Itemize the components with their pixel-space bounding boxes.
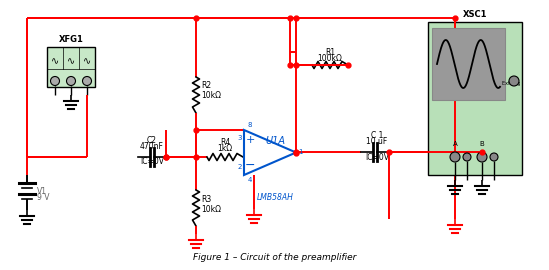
Text: 10kΩ: 10kΩ xyxy=(201,204,221,214)
Text: XFG1: XFG1 xyxy=(59,35,83,44)
Text: R4: R4 xyxy=(220,138,230,147)
Circle shape xyxy=(51,76,59,86)
Text: 8: 8 xyxy=(248,122,253,128)
Circle shape xyxy=(66,76,76,86)
Text: B: B xyxy=(480,141,484,147)
Text: 10 uF: 10 uF xyxy=(366,137,388,146)
Text: ∿: ∿ xyxy=(83,56,91,66)
Text: Ext Trig: Ext Trig xyxy=(502,81,520,86)
Text: ⊕: ⊕ xyxy=(68,76,75,86)
Text: 10kΩ: 10kΩ xyxy=(201,90,221,100)
Text: 470nF: 470nF xyxy=(140,142,164,151)
Bar xyxy=(432,28,505,100)
Text: 2: 2 xyxy=(238,164,242,170)
Text: R1: R1 xyxy=(325,48,335,57)
Circle shape xyxy=(477,152,487,162)
Bar xyxy=(47,47,95,87)
Circle shape xyxy=(490,153,498,161)
Text: ⊙: ⊙ xyxy=(52,76,59,86)
Text: +: + xyxy=(245,135,255,145)
Text: IC=0V: IC=0V xyxy=(365,153,389,162)
Text: C 1: C 1 xyxy=(371,131,383,140)
Circle shape xyxy=(450,152,460,162)
Text: IC=0V: IC=0V xyxy=(140,157,164,166)
Text: R3: R3 xyxy=(201,195,211,204)
Text: 1: 1 xyxy=(298,150,302,156)
Text: 3: 3 xyxy=(238,135,242,141)
Circle shape xyxy=(509,76,519,86)
Circle shape xyxy=(463,153,471,161)
Text: ⊕: ⊕ xyxy=(83,76,91,86)
Bar xyxy=(428,22,522,175)
Text: −: − xyxy=(245,158,255,171)
Text: R2: R2 xyxy=(201,80,211,89)
Text: 100kΩ: 100kΩ xyxy=(317,54,343,63)
Text: ∿: ∿ xyxy=(67,56,75,66)
Text: C2: C2 xyxy=(147,136,157,145)
Text: 1kΩ: 1kΩ xyxy=(217,144,233,153)
Text: Figure 1 – Circuit of the preamplifier: Figure 1 – Circuit of the preamplifier xyxy=(193,253,356,262)
Text: U1A: U1A xyxy=(265,136,285,146)
Text: LMB58AH: LMB58AH xyxy=(256,193,293,201)
Text: ∿: ∿ xyxy=(51,56,59,66)
Text: XSC1: XSC1 xyxy=(463,10,488,19)
Text: 4: 4 xyxy=(248,177,253,183)
Text: 9 V: 9 V xyxy=(37,194,49,202)
Text: V1: V1 xyxy=(37,187,47,195)
Text: A: A xyxy=(452,141,457,147)
Circle shape xyxy=(82,76,92,86)
